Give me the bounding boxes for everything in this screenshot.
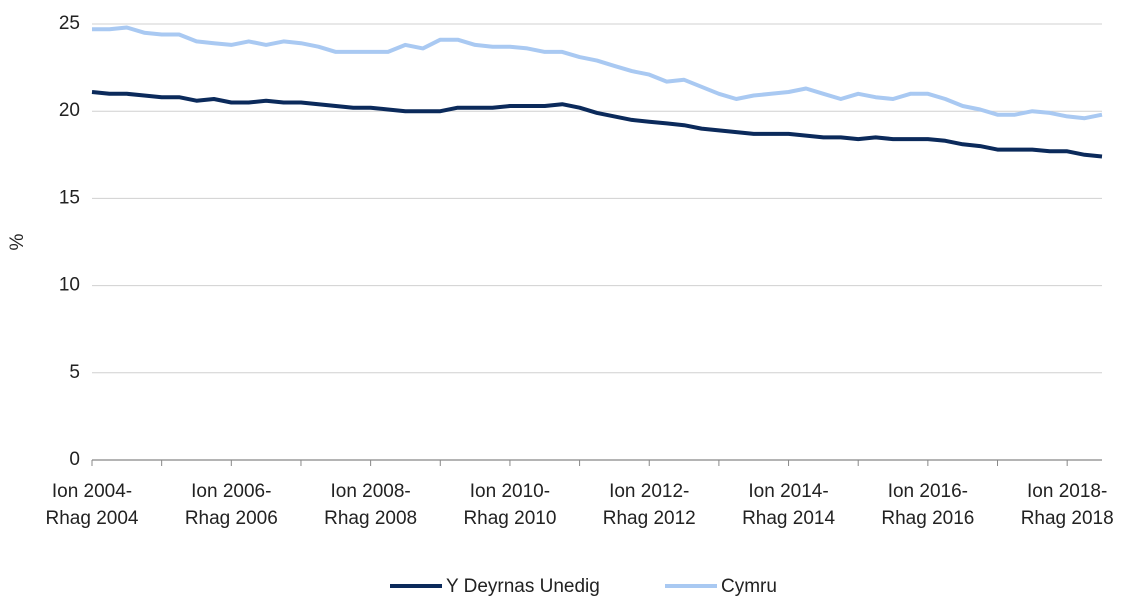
- legend-label: Y Deyrnas Unedig: [446, 576, 600, 597]
- data-line: [92, 25, 1103, 121]
- x-tick-label: Ion 2008-Rhag 2008: [324, 481, 417, 529]
- y-tick-label: 15: [59, 187, 80, 208]
- y-tick-label: 20: [59, 100, 80, 121]
- data-line: [91, 90, 1103, 159]
- x-tick-label: Ion 2012-Rhag 2012: [603, 481, 696, 529]
- x-tick-label: Ion 2010-Rhag 2010: [463, 481, 556, 529]
- x-tick-label: Ion 2018-Rhag 2018: [1021, 481, 1114, 529]
- y-tick-label: 10: [59, 275, 80, 296]
- x-tick-label: Ion 2004-Rhag 2004: [46, 481, 139, 529]
- legend-label: Cymru: [721, 576, 777, 597]
- x-tick-label: Ion 2006-Rhag 2006: [185, 481, 278, 529]
- y-tick-label: 5: [69, 362, 80, 383]
- x-tick-label: Ion 2016-Rhag 2016: [881, 481, 974, 529]
- y-axis-label: %: [7, 233, 28, 250]
- x-tick-label: Ion 2014-Rhag 2014: [742, 481, 835, 529]
- y-tick-label: 25: [59, 13, 80, 34]
- y-tick-label: 0: [69, 449, 80, 470]
